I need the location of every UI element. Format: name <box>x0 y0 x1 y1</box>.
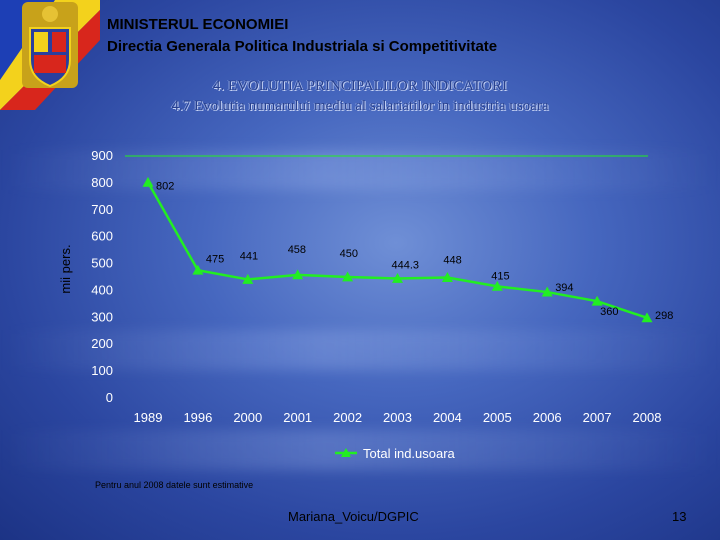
y-tick-label: 300 <box>91 309 113 324</box>
x-tick-label: 2006 <box>533 410 562 425</box>
footnote: Pentru anul 2008 datele sunt estimative <box>95 480 254 490</box>
y-tick-label: 200 <box>91 336 113 351</box>
data-point-marker <box>342 271 354 282</box>
x-tick-label: 2003 <box>383 410 412 425</box>
data-label: 458 <box>288 244 306 256</box>
data-point-marker <box>591 295 603 306</box>
data-label: 298 <box>655 310 673 322</box>
coat-of-arms-logo <box>0 0 100 110</box>
data-label: 450 <box>340 248 358 260</box>
x-tick-label: 1996 <box>183 410 212 425</box>
x-tick-label: 1989 <box>134 410 163 425</box>
data-point-marker <box>142 176 154 187</box>
data-label: 444.3 <box>392 260 420 272</box>
ministry-name: MINISTERUL ECONOMIEI <box>107 16 289 33</box>
data-point-marker <box>392 273 403 283</box>
data-label: 448 <box>443 255 461 267</box>
x-tick-label: 2004 <box>433 410 462 425</box>
author-credit: Mariana_Voicu/DGPIC <box>288 509 419 524</box>
page-number: 13 <box>672 509 687 524</box>
data-label: 415 <box>491 270 509 282</box>
series-line <box>146 181 648 320</box>
x-tick-label: 2001 <box>283 410 312 425</box>
y-tick-label: 500 <box>91 256 113 271</box>
data-point-marker <box>541 286 553 297</box>
y-tick-label: 100 <box>91 363 113 378</box>
legend-swatch-marker <box>341 448 351 457</box>
data-point-marker <box>292 269 304 280</box>
data-point-marker <box>491 280 503 291</box>
data-point-marker <box>641 312 653 323</box>
data-label: 802 <box>156 180 174 192</box>
y-tick-label: 800 <box>91 175 113 190</box>
data-point-marker <box>441 272 453 282</box>
y-tick-label: 400 <box>91 282 113 297</box>
data-point-marker <box>192 264 204 275</box>
data-label: 441 <box>240 250 258 262</box>
data-label: 394 <box>555 282 573 294</box>
x-tick-label: 2000 <box>233 410 262 425</box>
y-tick-label: 0 <box>106 390 113 405</box>
directorate-name: Directia Generala Politica Industriala s… <box>107 38 498 55</box>
y-tick-label: 600 <box>91 229 113 244</box>
slide-subtitle: 4.7 Evolutia numarului mediu al salariat… <box>171 98 549 114</box>
x-tick-label: 2002 <box>333 410 362 425</box>
data-label: 475 <box>206 253 224 265</box>
y-axis-label: mii pers. <box>58 244 73 293</box>
legend-label: Total ind.usoara <box>363 446 456 461</box>
slide-title: 4. EVOLUTIA PRINCIPALILOR INDICATORI <box>212 78 508 94</box>
employees-line-chart: 0 100 200 300 400 500 600 700 800 900 mii pers. 198… <box>58 148 674 461</box>
x-tick-label: 2008 <box>633 410 662 425</box>
x-tick-label: 2005 <box>483 410 512 425</box>
data-label: 360 <box>600 306 618 318</box>
data-point-marker <box>242 273 254 284</box>
y-tick-label: 900 <box>91 148 113 163</box>
x-tick-label: 2007 <box>583 410 612 425</box>
y-tick-label: 700 <box>91 202 113 217</box>
